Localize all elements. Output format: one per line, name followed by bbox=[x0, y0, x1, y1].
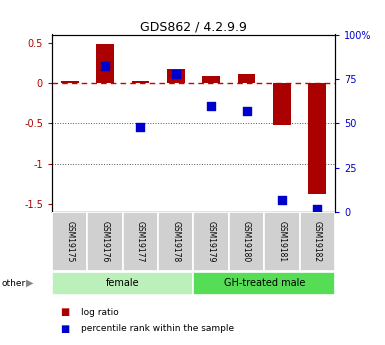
Text: GSM19181: GSM19181 bbox=[277, 221, 286, 262]
Bar bbox=[132, 80, 149, 83]
Bar bbox=[264, 212, 300, 271]
Text: GSM19175: GSM19175 bbox=[65, 221, 74, 262]
Title: GDS862 / 4.2.9.9: GDS862 / 4.2.9.9 bbox=[140, 20, 247, 33]
Text: ■: ■ bbox=[60, 324, 69, 334]
Bar bbox=[52, 212, 87, 271]
Bar bbox=[273, 83, 291, 125]
Bar bbox=[61, 81, 79, 83]
Bar bbox=[96, 44, 114, 83]
Point bbox=[208, 103, 214, 108]
Bar bbox=[202, 77, 220, 83]
Point bbox=[102, 64, 108, 69]
Point bbox=[173, 71, 179, 76]
Text: GSM19179: GSM19179 bbox=[207, 221, 216, 262]
Point bbox=[279, 197, 285, 203]
Bar bbox=[308, 83, 326, 194]
Text: log ratio: log ratio bbox=[81, 308, 119, 317]
Text: GSM19182: GSM19182 bbox=[313, 221, 322, 262]
Bar bbox=[167, 69, 185, 83]
Text: GH-treated male: GH-treated male bbox=[224, 278, 305, 288]
Bar bbox=[123, 212, 158, 271]
Text: female: female bbox=[106, 278, 139, 288]
Text: GSM19180: GSM19180 bbox=[242, 221, 251, 262]
Bar bbox=[87, 212, 123, 271]
Text: ■: ■ bbox=[60, 307, 69, 317]
Text: GSM19176: GSM19176 bbox=[100, 221, 110, 262]
Bar bbox=[193, 212, 229, 271]
Bar bbox=[238, 74, 255, 83]
Text: ▶: ▶ bbox=[26, 278, 33, 288]
Bar bbox=[52, 272, 193, 295]
Text: percentile rank within the sample: percentile rank within the sample bbox=[81, 324, 234, 333]
Bar bbox=[229, 212, 264, 271]
Point bbox=[137, 124, 144, 130]
Bar bbox=[158, 212, 193, 271]
Point bbox=[314, 206, 320, 211]
Bar bbox=[193, 272, 335, 295]
Bar bbox=[300, 212, 335, 271]
Text: GSM19177: GSM19177 bbox=[136, 221, 145, 262]
Text: GSM19178: GSM19178 bbox=[171, 221, 180, 262]
Point bbox=[243, 108, 249, 114]
Text: other: other bbox=[2, 279, 26, 288]
